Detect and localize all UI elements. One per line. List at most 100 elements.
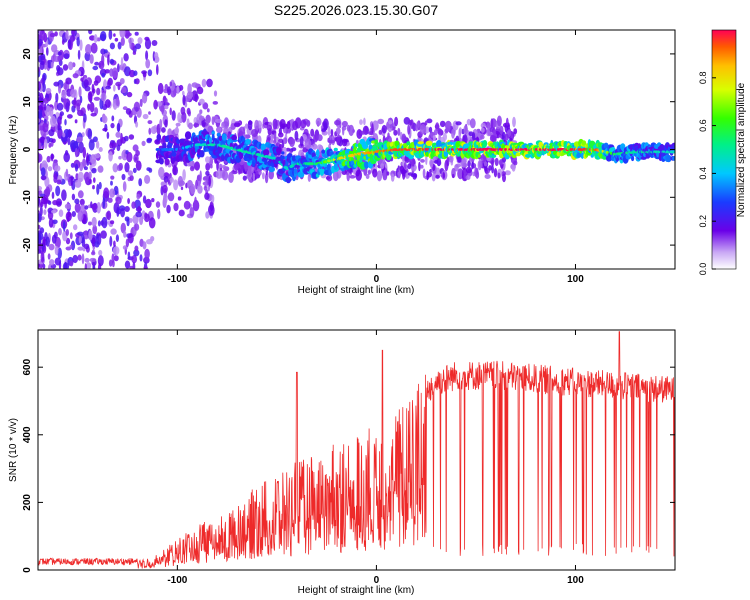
noise-blob <box>424 120 428 126</box>
noise-blob <box>118 155 122 160</box>
noise-blob <box>39 30 46 41</box>
noise-blob <box>214 156 218 164</box>
noise-blob <box>173 202 179 212</box>
noise-blob <box>127 233 134 244</box>
noise-blob <box>45 236 50 247</box>
noise-blob <box>89 154 97 165</box>
noise-blob <box>388 120 393 125</box>
noise-blob <box>285 147 291 152</box>
noise-blob <box>46 155 51 163</box>
noise-blob <box>58 228 62 236</box>
noise-blob <box>251 129 258 137</box>
noise-blob <box>76 136 83 143</box>
noise-blob <box>383 169 387 180</box>
noise-blob <box>144 38 152 50</box>
noise-blob <box>74 147 78 158</box>
noise-blob <box>131 201 136 209</box>
noise-blob <box>121 173 126 181</box>
noise-blob <box>109 188 116 198</box>
x-tick-label: 100 <box>567 274 584 285</box>
noise-blob <box>364 126 369 134</box>
noise-blob <box>160 181 165 187</box>
noise-blob <box>112 103 116 108</box>
noise-blob <box>191 90 198 102</box>
noise-blob <box>98 262 102 269</box>
noise-blob <box>69 232 73 240</box>
noise-blob <box>67 39 72 50</box>
noise-blob <box>48 243 55 251</box>
noise-blob <box>115 234 119 242</box>
noise-blob <box>87 103 91 111</box>
noise-blob <box>166 204 171 214</box>
noise-blob <box>126 151 133 163</box>
noise-blob <box>120 208 125 218</box>
noise-blob <box>145 50 149 61</box>
noise-blob <box>134 43 142 50</box>
noise-blob <box>418 161 421 172</box>
noise-blob <box>38 81 41 91</box>
noise-blob <box>70 162 75 168</box>
noise-blob <box>191 82 199 88</box>
noise-blob <box>126 218 130 227</box>
noise-blob <box>55 185 61 197</box>
ridge-blob <box>425 140 433 147</box>
snr-x-label: Height of straight line (km) <box>298 585 415 596</box>
snr-series-line <box>38 331 675 569</box>
noise-blob <box>103 187 110 199</box>
ridge-blob <box>525 153 531 158</box>
noise-blob <box>38 213 42 223</box>
noise-blob <box>47 253 51 260</box>
noise-blob <box>54 257 62 266</box>
noise-blob <box>484 174 491 179</box>
noise-blob <box>93 96 101 101</box>
noise-blob <box>446 156 450 167</box>
noise-blob <box>91 83 95 93</box>
noise-blob <box>63 82 68 90</box>
noise-blob <box>39 125 43 131</box>
noise-blob <box>139 98 143 108</box>
noise-blob <box>53 176 58 184</box>
noise-blob <box>97 165 104 173</box>
noise-blob <box>42 122 49 133</box>
noise-blob <box>134 31 139 36</box>
noise-blob <box>218 164 223 168</box>
noise-blob <box>422 168 426 179</box>
noise-blob <box>376 170 383 182</box>
noise-blob <box>193 123 200 128</box>
noise-blob <box>65 211 72 222</box>
x-tick-label: 0 <box>374 274 380 285</box>
ridge-blob <box>603 142 609 149</box>
noise-blob <box>173 164 177 175</box>
ridge-blob <box>333 163 338 171</box>
snr-x-axis: -100 0 100 <box>167 330 584 586</box>
noise-blob <box>433 129 438 136</box>
noise-blob <box>321 128 326 133</box>
noise-blob <box>161 104 165 115</box>
noise-blob <box>118 162 123 171</box>
noise-blob <box>65 229 70 236</box>
noise-blob <box>493 129 497 136</box>
y-tick-label: 0 <box>22 567 33 573</box>
noise-blob <box>123 135 129 142</box>
noise-blob <box>128 134 135 140</box>
noise-blob <box>196 86 204 95</box>
noise-blob <box>38 196 41 207</box>
noise-blob <box>86 262 92 269</box>
noise-blob <box>403 161 407 169</box>
ridge-blob <box>348 150 354 155</box>
noise-blob <box>483 161 488 167</box>
noise-blob <box>116 122 121 133</box>
noise-blob <box>49 259 55 266</box>
noise-blob <box>506 117 509 126</box>
noise-blob <box>73 97 77 109</box>
noise-blob <box>147 120 153 125</box>
noise-blob <box>208 176 211 187</box>
noise-blob <box>69 260 74 267</box>
noise-blob <box>180 106 186 115</box>
ridge-blob <box>490 154 497 159</box>
noise-blob <box>336 134 341 145</box>
ridge-blob <box>406 141 411 146</box>
colorbar-tick-label: 0.6 <box>698 119 708 132</box>
noise-blob <box>472 132 476 141</box>
